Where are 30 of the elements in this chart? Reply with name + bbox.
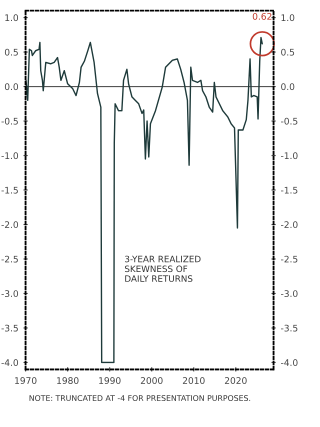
x-tick-label: 1970	[15, 377, 36, 384]
y2-tick-label: -2.5	[280, 256, 298, 263]
y-tick-label: -3.5	[1, 324, 18, 332]
y2-tick-label: -1.5	[280, 186, 298, 194]
y2-tick-label: -0.5	[280, 118, 298, 125]
y2-tick-label: -3.5	[280, 324, 298, 332]
y-tick-label: 0.5	[4, 48, 18, 56]
y-tick-label: -1.0	[1, 152, 18, 160]
y2-tick-label: 1.0	[282, 14, 294, 22]
x-tick-label: 1990	[99, 377, 121, 384]
y2-tick-label: -3.0	[280, 290, 298, 298]
y2-tick-label: 0.5	[281, 48, 294, 56]
y2-tick-label: 0.0	[281, 83, 294, 90]
y2-tick-label: -1.0	[280, 152, 298, 160]
y-tick-label: -1.5	[1, 186, 18, 194]
x-tick-label: 2010	[182, 377, 205, 384]
x-tick-label: 2020	[224, 377, 247, 384]
y-tick-label: 0.0	[4, 83, 18, 90]
annotation: 3-YEAR REALIZED SKEWNESS OF DAILY RETURNS	[124, 256, 201, 282]
annotation: 0.62	[252, 12, 272, 20]
y-tick-label: -3.0	[1, 290, 18, 298]
x-tick-label: 1980	[57, 377, 79, 384]
y-tick-label: -2.0	[1, 221, 18, 228]
y-tick-label: -4.0	[1, 359, 18, 366]
y2-tick-label: -2.0	[280, 221, 298, 228]
y-tick-label: -0.5	[1, 118, 18, 125]
y-tick-label: -2.5	[1, 256, 18, 263]
y-tick-label: 1.0	[5, 14, 18, 22]
x-tick-label: 2000	[140, 377, 163, 384]
y2-tick-label: -4.0	[280, 359, 298, 366]
